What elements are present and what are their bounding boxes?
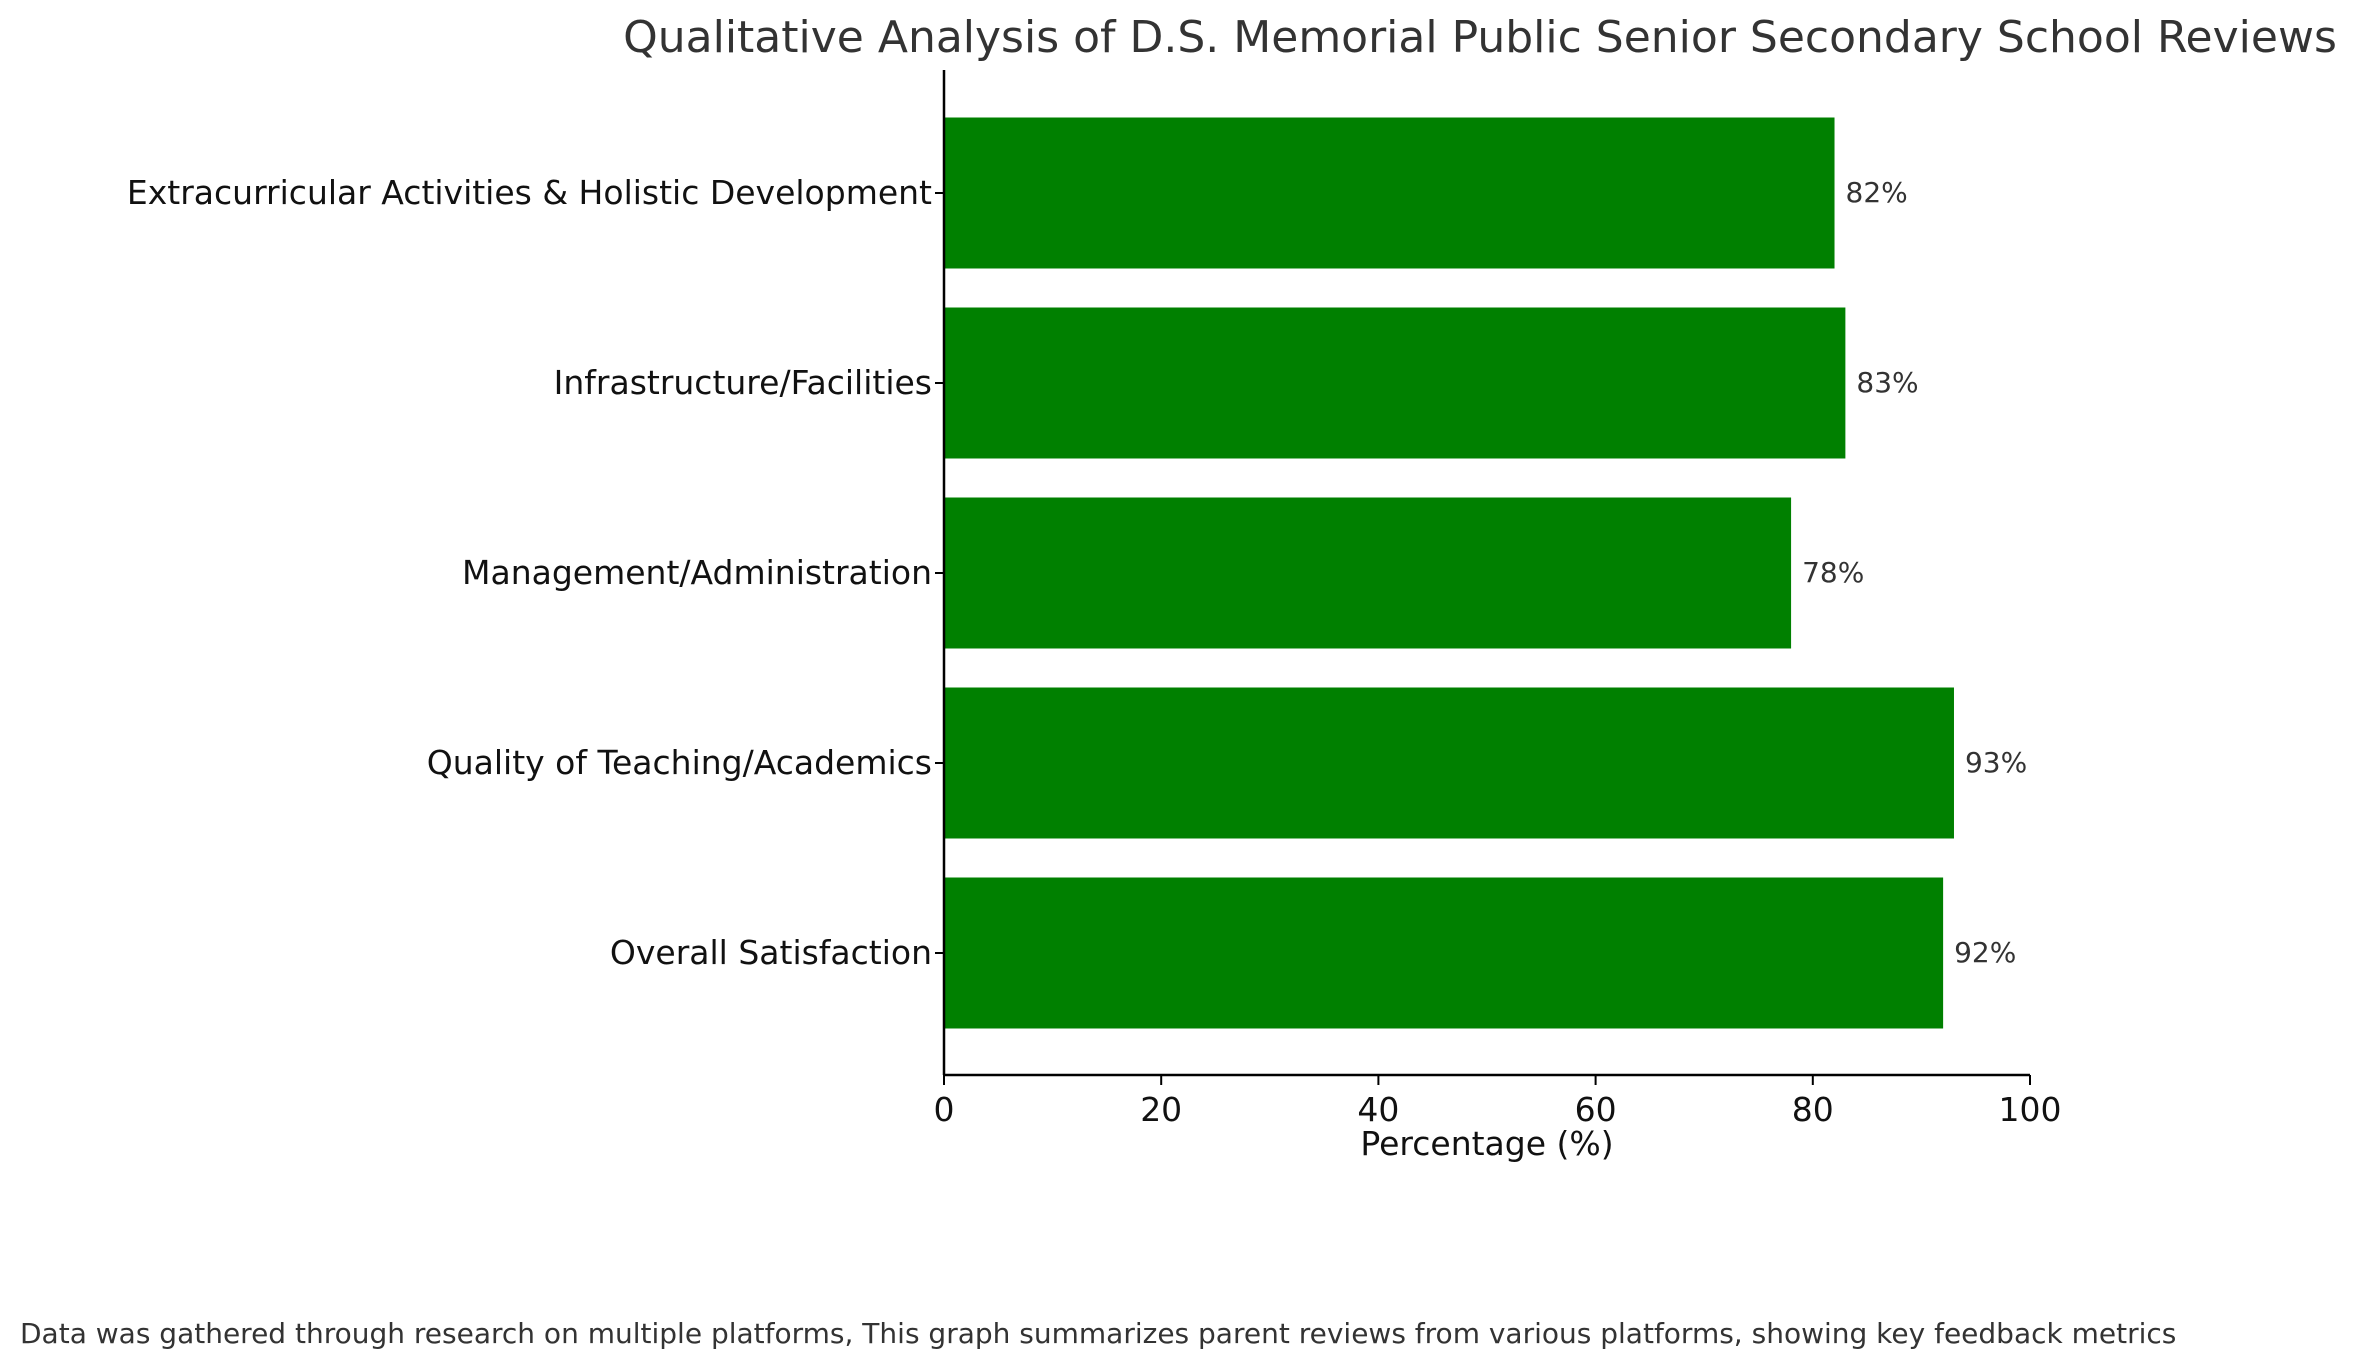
bars-layer [944, 117, 1954, 1029]
category-label-management-administration: Management/Administration [462, 553, 932, 592]
x-tick-label: 0 [934, 1090, 955, 1129]
data-label-extracurricular-activities-holistic-development: 82% [1846, 176, 1908, 209]
data-label-overall-satisfaction: 92% [1954, 936, 2016, 969]
data-labels: 92% 93% 78% 83% 82% [1802, 176, 2027, 969]
data-label-infrastructure-facilities: 83% [1856, 366, 1918, 399]
x-tick-label: 60 [1575, 1090, 1617, 1129]
x-axis-ticks: 0 20 40 60 80 100 [934, 192, 2062, 1129]
category-labels: Overall Satisfaction Quality of Teaching/… [127, 173, 932, 972]
x-tick-label: 100 [1999, 1090, 2062, 1129]
x-tick-label: 20 [1140, 1090, 1182, 1129]
data-label-quality-of-teaching-academics: 93% [1965, 746, 2027, 779]
bar-infrastructure-facilities [944, 307, 1846, 459]
x-tick-label: 80 [1792, 1090, 1834, 1129]
category-label-extracurricular-activities-holistic-development: Extracurricular Activities & Holistic De… [127, 173, 932, 212]
chart-title: Qualitative Analysis of D.S. Memorial Pu… [623, 12, 2337, 63]
category-label-overall-satisfaction: Overall Satisfaction [610, 933, 932, 972]
bar-overall-satisfaction [944, 877, 1944, 1029]
bar-extracurricular-activities-holistic-development [944, 117, 1835, 269]
data-label-management-administration: 78% [1802, 556, 1864, 589]
bar-management-administration [944, 497, 1792, 649]
x-tick-label: 40 [1357, 1090, 1399, 1129]
footnote: Data was gathered through research on mu… [20, 1317, 2176, 1350]
bar-quality-of-teaching-academics [944, 687, 1954, 839]
category-label-quality-of-teaching-academics: Quality of Teaching/Academics [427, 743, 932, 782]
x-axis-label: Percentage (%) [1360, 1124, 1613, 1163]
category-label-infrastructure-facilities: Infrastructure/Facilities [554, 363, 932, 402]
